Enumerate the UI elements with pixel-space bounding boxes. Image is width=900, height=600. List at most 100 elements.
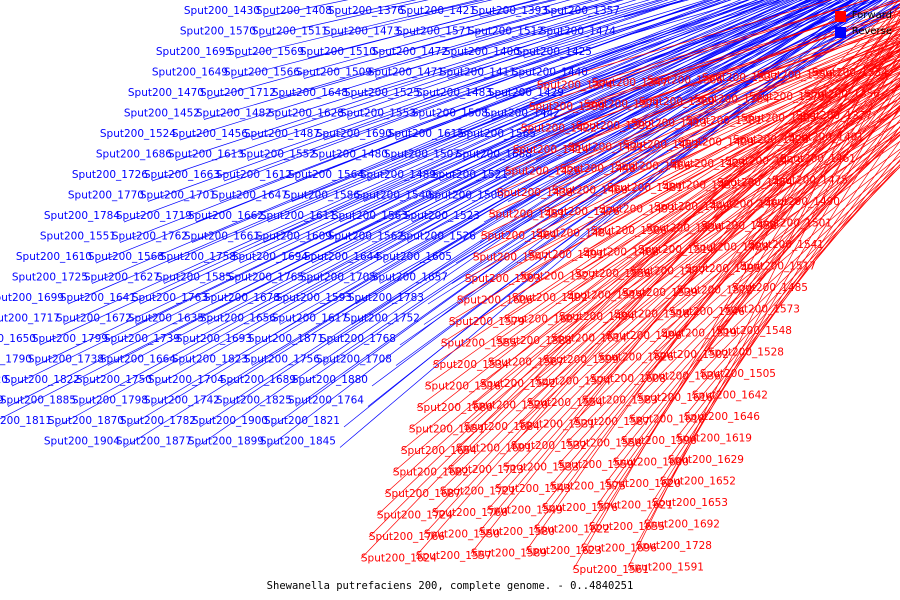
reverse-gene-label: Sput200_1487: [244, 128, 320, 140]
reverse-leader-line: [395, 0, 897, 366]
forward-gene-label: Sput200_1530: [646, 223, 722, 235]
forward-gene-label: Sput200_1428: [733, 134, 809, 146]
reverse-leader-line: [235, 0, 480, 59]
forward-gene-label: Sput200_1606: [457, 295, 533, 307]
reverse-gene-label: Sput200_1701: [140, 190, 216, 202]
reverse-gene-label: Sput200_1605: [376, 251, 452, 263]
forward-gene-label: Sput200_1379: [749, 91, 825, 103]
forward-gene-label: Sput200_1451: [489, 209, 565, 221]
forward-gene-label: Sput200_1692: [644, 519, 720, 531]
reverse-gene-label: Sput200_1429: [488, 87, 564, 99]
reverse-gene-label: Sput200_1877: [116, 436, 192, 448]
reverse-gene-label: Sput200_1508: [412, 108, 488, 120]
reverse-gene-label: Sput200_1738: [28, 354, 104, 366]
reverse-gene-label: Sput200_1686: [96, 149, 172, 161]
reverse-gene-label: Sput200_1521: [432, 169, 508, 181]
reverse-gene-label: Sput200_1650: [0, 333, 36, 345]
forward-gene-label: Sput200_1629: [668, 454, 744, 466]
forward-leader-line: [652, 134, 900, 356]
forward-leader-line: [424, 49, 900, 387]
forward-gene-label: Sput200_1547: [473, 252, 549, 264]
forward-gene-label: Sput200_1576: [542, 502, 618, 514]
reverse-leader-line: [11, 0, 808, 387]
reverse-gene-label: Sput200_1695: [156, 46, 232, 58]
forward-gene-label: Sput200_1432: [662, 180, 738, 192]
forward-gene-label: Sput200_1485: [732, 282, 808, 294]
forward-leader-line: [572, 3, 900, 571]
forward-gene-label: Sput200_1491: [528, 249, 604, 261]
reverse-gene-label: Sput200_1507: [384, 149, 460, 161]
reverse-gene-label: Sput200_1611: [260, 210, 336, 222]
forward-gene-label: Sput200_1495: [685, 263, 761, 275]
forward-leader-line: [582, 72, 900, 253]
reverse-gene-label: Sput200_1615: [388, 128, 464, 140]
reverse-leader-line: [507, 3, 900, 202]
forward-leader-line: [676, 127, 900, 291]
forward-gene-label: Sput200_1481: [607, 182, 683, 194]
reverse-leader-line: [123, 0, 722, 223]
forward-leader-line: [646, 0, 900, 81]
reverse-gene-label: Sput200_1742: [144, 395, 220, 407]
reverse-gene-label: Sput200_1688: [456, 149, 532, 161]
forward-gene-label: Sput200_1423: [670, 158, 746, 170]
forward-gene-label: Sput200_1501: [756, 218, 832, 230]
reverse-gene-label: Sput200_1425: [516, 46, 592, 58]
reverse-leader-line: [223, 0, 855, 407]
forward-leader-line: [621, 102, 900, 294]
forward-gene-label: Sput200_1622: [534, 524, 610, 536]
reverse-gene-label: Sput200_1408: [256, 5, 332, 17]
forward-leader-line: [528, 0, 868, 108]
legend-item-forward: Forward: [834, 8, 892, 24]
reverse-leader-line: [155, 0, 838, 387]
forward-gene-label: Sput200_1531: [519, 419, 595, 431]
forward-leader-line: [541, 58, 900, 509]
forward-gene-label: Sput200_1401: [788, 132, 864, 144]
reverse-leader-line: [231, 0, 537, 79]
forward-leader-line: [525, 20, 900, 552]
reverse-leader-line: [379, 0, 600, 59]
forward-gene-label: Sput200_1548: [716, 325, 792, 337]
reverse-leader-line: [355, 0, 879, 305]
reverse-gene-label: Sput200_1678: [204, 292, 280, 304]
reverse-gene-label: Sput200_1763: [132, 292, 208, 304]
reverse-leader-line: [0, 0, 824, 420]
map-caption: Shewanella putrefaciens 200, complete ge…: [266, 580, 634, 592]
forward-leader-line: [536, 0, 832, 86]
forward-leader-line: [574, 77, 900, 275]
reverse-gene-label: Sput200_1712: [200, 87, 276, 99]
reverse-gene-label: Sput200_1421: [400, 5, 476, 17]
forward-gene-label: Sput200_1559: [558, 459, 634, 471]
reverse-leader-line: [227, 0, 854, 387]
forward-gene-label: Sput200_1682: [393, 467, 469, 479]
reverse-gene-label: Sput200_1845: [260, 436, 336, 448]
reverse-gene-label: Sput200_1880: [292, 374, 368, 386]
reverse-gene-labels: Sput200_1357Sput200_1393Sput200_1421Sput…: [0, 5, 620, 448]
forward-gene-label: Sput200_1760: [432, 507, 508, 519]
forward-leader-line: [486, 42, 900, 511]
reverse-gene-label: Sput200_1565: [460, 128, 536, 140]
forward-gene-label: Sput200_1392: [576, 120, 652, 132]
reverse-gene-label: Sput200_1752: [344, 313, 420, 325]
forward-leader-line: [675, 151, 900, 439]
reverse-gene-label: Sput200_1500: [428, 190, 504, 202]
reverse-gene-label: Sput200_1689: [220, 374, 296, 386]
forward-gene-label: Sput200_1377: [796, 110, 872, 122]
forward-leader-line: [716, 88, 900, 184]
reverse-gene-label: Sput200_1610: [16, 251, 92, 263]
forward-gene-label: Sput200_1557: [416, 550, 492, 562]
reverse-leader-line: [255, 0, 854, 346]
forward-leader-line: [715, 164, 900, 332]
forward-gene-label: Sput200_1555: [441, 338, 517, 350]
reverse-leader-line: [491, 0, 816, 120]
forward-gene-label: Sput200_1583: [582, 395, 658, 407]
reverse-leader-line: [283, 0, 852, 305]
forward-gene-label: Sput200_1546: [669, 306, 745, 318]
forward-leader-line: [661, 68, 900, 186]
forward-leader-line: [628, 126, 900, 420]
reverse-gene-label: Sput200_1790: [0, 354, 32, 366]
reverse-gene-label: Sput200_1483: [416, 87, 492, 99]
reverse-gene-label: Sput200_1798: [72, 395, 148, 407]
reverse-gene-label: Sput200_1770: [68, 190, 144, 202]
forward-gene-label: Sput200_1389: [639, 96, 715, 108]
